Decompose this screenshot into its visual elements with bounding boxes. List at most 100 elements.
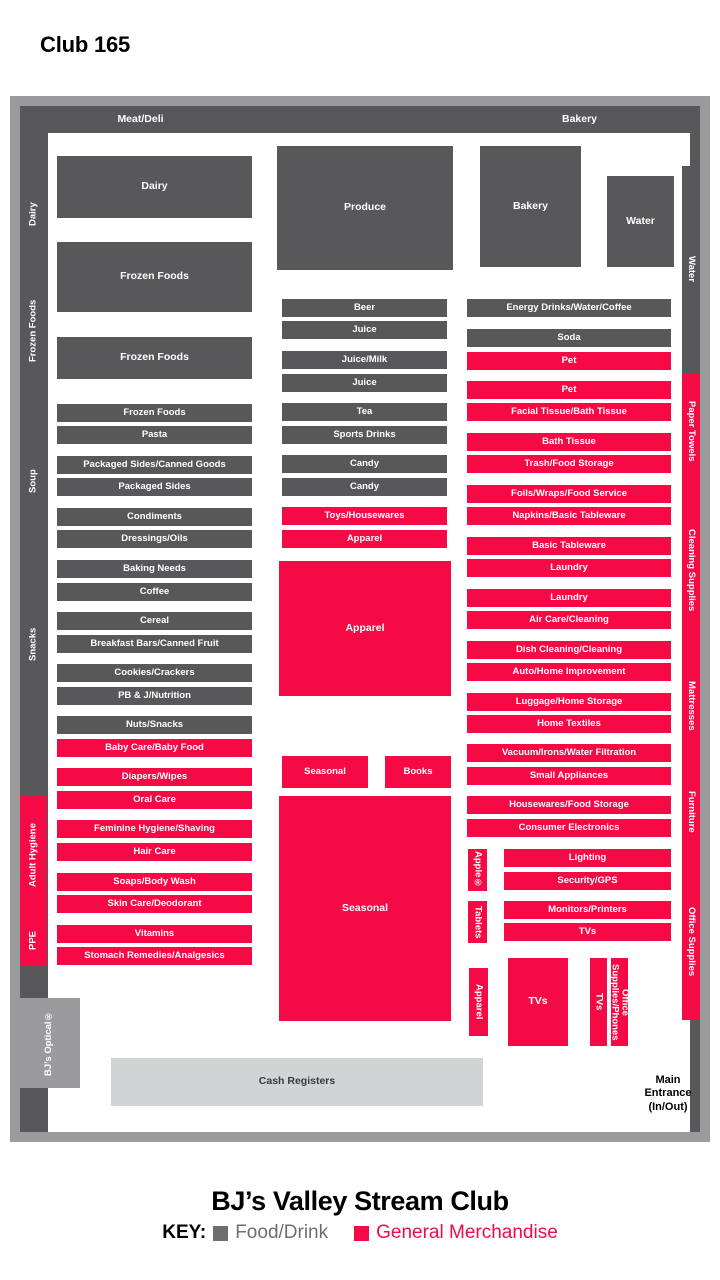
aisle-consumer-electronics[interactable]: Consumer Electronics	[467, 819, 671, 837]
aisle-apparel-middle-block[interactable]: Apparel	[279, 561, 451, 696]
aisle-hair-care[interactable]: Hair Care	[57, 843, 252, 861]
aisle-laundry-2[interactable]: Laundry	[467, 589, 671, 607]
main-entrance-line-2: Entrance	[644, 1087, 692, 1100]
aisle-sports-drinks[interactable]: Sports Drinks	[282, 426, 447, 444]
aisle-books[interactable]: Books	[385, 756, 451, 788]
department-meat-deli[interactable]: Meat/Deli	[28, 106, 253, 133]
aisle-small-appliances[interactable]: Small Appliances	[467, 767, 671, 785]
aisle-bath-tissue[interactable]: Bath Tissue	[467, 433, 671, 451]
aisle-toys-housewares[interactable]: Toys/Housewares	[282, 507, 447, 525]
aisle-air-care-cleaning[interactable]: Air Care/Cleaning	[467, 611, 671, 629]
legend-key-label: KEY:	[162, 1222, 207, 1243]
aisle-baby-care-baby-food[interactable]: Baby Care/Baby Food	[57, 739, 252, 757]
aisle-soaps-body-wash[interactable]: Soaps/Body Wash	[57, 873, 252, 891]
aisle-stomach-remedies-analgesics[interactable]: Stomach Remedies/Analgesics	[57, 947, 252, 965]
sidebar-right-cleaning-supplies[interactable]: Cleaning Supplies	[682, 489, 700, 652]
legend-food-swatch-icon	[213, 1225, 229, 1241]
aisle-candy-2[interactable]: Candy	[282, 478, 447, 496]
aisle-security-gps[interactable]: Security/GPS	[504, 872, 671, 890]
aisle-tablets[interactable]: Tablets	[468, 901, 487, 943]
aisle-cookies-crackers[interactable]: Cookies/Crackers	[57, 664, 252, 682]
aisle-packaged-sides[interactable]: Packaged Sides	[57, 478, 252, 496]
aisle-frozen-foods-2[interactable]: Frozen Foods	[57, 337, 252, 379]
aisle-juice-1[interactable]: Juice	[282, 321, 447, 339]
aisle-auto-home-improvement[interactable]: Auto/Home Improvement	[467, 663, 671, 681]
aisle-coffee[interactable]: Coffee	[57, 583, 252, 601]
aisle-apparel-right[interactable]: Apparel	[469, 968, 488, 1036]
aisle-luggage-home-storage[interactable]: Luggage/Home Storage	[467, 693, 671, 711]
aisle-skin-care-deodorant[interactable]: Skin Care/Deodorant	[57, 895, 252, 913]
main-entrance-label: Main Entrance (In/Out)	[623, 1074, 713, 1114]
map-legend: KEY: Food/Drink General Merchandise	[0, 1222, 720, 1244]
aisle-frozen-foods-1[interactable]: Frozen Foods	[57, 242, 252, 312]
aisle-seasonal-large[interactable]: Seasonal	[279, 796, 451, 1021]
aisle-bakery-block[interactable]: Bakery	[480, 146, 581, 267]
aisle-breakfast-bars-canned-fruit[interactable]: Breakfast Bars/Canned Fruit	[57, 635, 252, 653]
aisle-tvs-narrow[interactable]: TVs	[590, 958, 607, 1046]
store-map-frame: Meat/Deli Bakery Dairy Frozen Foods Soup…	[10, 96, 710, 1142]
service-cash-registers[interactable]: Cash Registers	[111, 1058, 483, 1106]
aisle-pet-1[interactable]: Pet	[467, 352, 671, 370]
sidebar-right-paper-towels[interactable]: Paper Towels	[682, 373, 700, 489]
main-entrance-line-1: Main	[655, 1074, 681, 1086]
aisle-juice-2[interactable]: Juice	[282, 374, 447, 392]
sidebar-left-adult-hygiene[interactable]: Adult Hygiene	[20, 796, 47, 914]
sidebar-left-dairy[interactable]: Dairy	[20, 166, 47, 262]
aisle-pb-j-nutrition[interactable]: PB & J/Nutrition	[57, 687, 252, 705]
aisle-nuts-snacks[interactable]: Nuts/Snacks	[57, 716, 252, 734]
aisle-cereal[interactable]: Cereal	[57, 612, 252, 630]
aisle-pasta[interactable]: Pasta	[57, 426, 252, 444]
aisle-pet-2[interactable]: Pet	[467, 381, 671, 399]
aisle-seasonal-small[interactable]: Seasonal	[282, 756, 368, 788]
aisle-soda[interactable]: Soda	[467, 329, 671, 347]
aisle-laundry-1[interactable]: Laundry	[467, 559, 671, 577]
aisle-facial-tissue-bath-tissue[interactable]: Facial Tissue/Bath Tissue	[467, 403, 671, 421]
aisle-apple[interactable]: Apple®	[468, 849, 487, 891]
legend-general-label: General Merchandise	[376, 1222, 558, 1243]
aisle-dairy[interactable]: Dairy	[57, 156, 252, 218]
aisle-packaged-sides-canned-goods[interactable]: Packaged Sides/Canned Goods	[57, 456, 252, 474]
aisle-energy-drinks-water-coffee[interactable]: Energy Drinks/Water/Coffee	[467, 299, 671, 317]
aisle-beer[interactable]: Beer	[282, 299, 447, 317]
aisle-baking-needs[interactable]: Baking Needs	[57, 560, 252, 578]
aisle-office-supplies-phones[interactable]: Office Supplies/Phones	[610, 958, 630, 1046]
aisle-vitamins[interactable]: Vitamins	[57, 925, 252, 943]
sidebar-left-soup[interactable]: Soup	[20, 400, 47, 562]
aisle-frozen-foods-3[interactable]: Frozen Foods	[57, 404, 252, 422]
sidebar-left-ppe[interactable]: PPE	[20, 914, 47, 966]
sidebar-right-mattresses[interactable]: Mattresses	[682, 652, 700, 760]
aisle-housewares-food-storage[interactable]: Housewares/Food Storage	[467, 796, 671, 814]
sidebar-right-furniture[interactable]: Furniture	[682, 760, 700, 864]
aisle-basic-tableware[interactable]: Basic Tableware	[467, 537, 671, 555]
aisle-feminine-hygiene-shaving[interactable]: Feminine Hygiene/Shaving	[57, 820, 252, 838]
aisle-dressings-oils[interactable]: Dressings/Oils	[57, 530, 252, 548]
department-bakery-top[interactable]: Bakery	[477, 106, 682, 133]
aisle-tvs-strip[interactable]: TVs	[504, 923, 671, 941]
aisle-trash-food-storage[interactable]: Trash/Food Storage	[467, 455, 671, 473]
sidebar-left-frozen-foods[interactable]: Frozen Foods	[20, 262, 47, 400]
aisle-napkins-basic-tableware[interactable]: Napkins/Basic Tableware	[467, 507, 671, 525]
aisle-home-textiles[interactable]: Home Textiles	[467, 715, 671, 733]
page-title: Club 165	[40, 32, 131, 57]
aisle-water-block[interactable]: Water	[607, 176, 674, 267]
sidebar-right-water[interactable]: Water	[682, 166, 700, 373]
aisle-candy-1[interactable]: Candy	[282, 455, 447, 473]
aisle-monitors-printers[interactable]: Monitors/Printers	[504, 901, 671, 919]
aisle-tea[interactable]: Tea	[282, 403, 447, 421]
aisle-condiments[interactable]: Condiments	[57, 508, 252, 526]
aisle-dish-cleaning[interactable]: Dish Cleaning/Cleaning	[467, 641, 671, 659]
sidebar-left-snacks[interactable]: Snacks	[20, 562, 47, 726]
aisle-foils-wraps-food-service[interactable]: Foils/Wraps/Food Service	[467, 485, 671, 503]
sidebar-right-office-supplies[interactable]: Office Supplies	[682, 864, 700, 1020]
aisle-diapers-wipes[interactable]: Diapers/Wipes	[57, 768, 252, 786]
legend-food-label: Food/Drink	[235, 1222, 329, 1243]
aisle-juice-milk[interactable]: Juice/Milk	[282, 351, 447, 369]
aisle-produce[interactable]: Produce	[277, 146, 453, 270]
aisle-apparel-middle-strip[interactable]: Apparel	[282, 530, 447, 548]
aisle-lighting[interactable]: Lighting	[504, 849, 671, 867]
aisle-oral-care[interactable]: Oral Care	[57, 791, 252, 809]
service-bjs-optical[interactable]: BJ’s Optical®	[18, 998, 80, 1088]
aisle-tvs-block[interactable]: TVs	[508, 958, 568, 1046]
aisle-vacuum-irons-water-filtration[interactable]: Vacuum/Irons/Water Filtration	[467, 744, 671, 762]
